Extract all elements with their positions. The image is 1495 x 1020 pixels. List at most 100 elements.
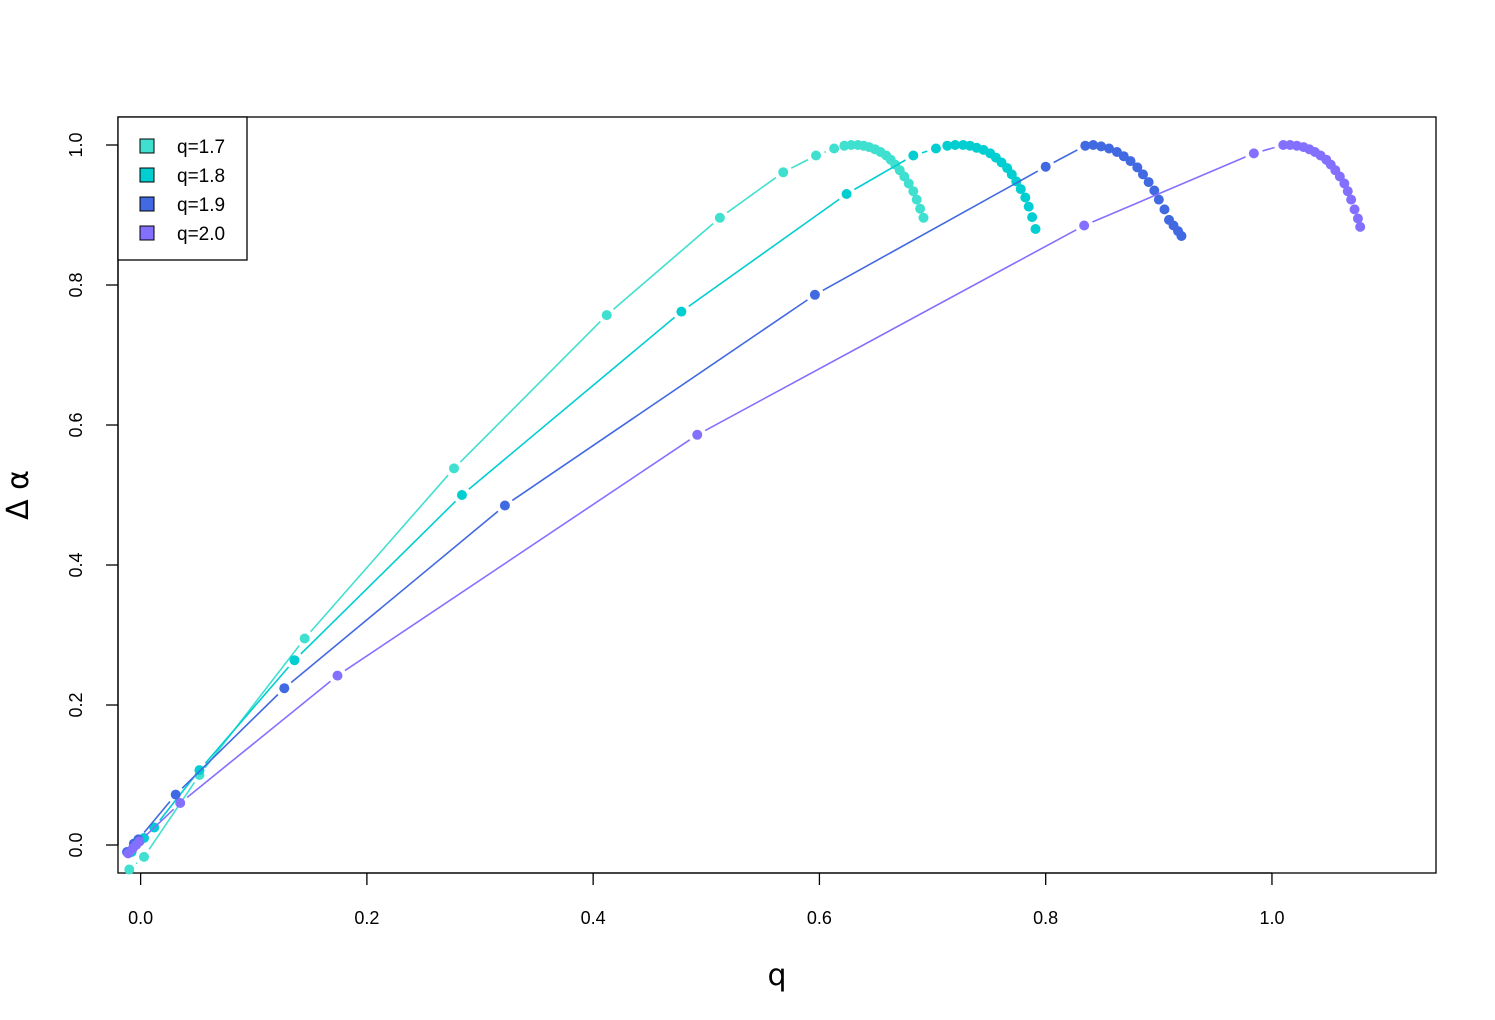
legend-label: q=1.8 bbox=[177, 166, 225, 187]
series-segment bbox=[468, 316, 676, 490]
data-point bbox=[279, 683, 290, 694]
y-tick-label: 0.4 bbox=[66, 552, 86, 577]
data-point bbox=[1030, 224, 1041, 234]
data-point bbox=[449, 463, 460, 474]
y-axis-title: Δ α bbox=[1, 470, 36, 520]
series-segment bbox=[1262, 146, 1275, 152]
data-point bbox=[1088, 140, 1099, 150]
data-point bbox=[903, 178, 914, 189]
series-3 bbox=[123, 140, 1366, 859]
y-tick-label: 0.8 bbox=[66, 272, 86, 297]
x-axis-title: q bbox=[767, 958, 786, 993]
data-point bbox=[1015, 184, 1026, 195]
data-point bbox=[950, 140, 961, 150]
series-segment bbox=[921, 150, 928, 154]
data-point bbox=[1079, 220, 1090, 231]
series-segment bbox=[511, 299, 808, 502]
series-segment bbox=[186, 680, 331, 798]
x-tick-label: 0.0 bbox=[128, 908, 153, 928]
data-point bbox=[601, 310, 612, 321]
data-point bbox=[332, 670, 343, 681]
x-axis: 0.0 0.2 0.4 0.6 0.8 1.0 bbox=[128, 872, 1284, 928]
data-point bbox=[1096, 141, 1107, 152]
data-point bbox=[299, 633, 310, 644]
data-point bbox=[829, 143, 840, 154]
data-point bbox=[1143, 177, 1154, 188]
data-point bbox=[942, 140, 953, 151]
data-point bbox=[1040, 161, 1051, 172]
y-tick-label: 0.0 bbox=[66, 832, 86, 857]
legend-swatch bbox=[139, 225, 155, 241]
legend-swatch bbox=[139, 196, 155, 212]
data-point bbox=[1159, 204, 1170, 215]
series-segment bbox=[310, 474, 449, 633]
data-point bbox=[1352, 213, 1363, 224]
data-point bbox=[1342, 186, 1353, 197]
data-point bbox=[175, 798, 186, 808]
series-segment bbox=[1053, 149, 1078, 164]
data-point bbox=[911, 194, 922, 205]
data-point bbox=[841, 189, 852, 199]
series-segment bbox=[143, 801, 171, 833]
series-segment bbox=[204, 645, 300, 769]
x-tick-label: 0.8 bbox=[1033, 908, 1058, 928]
series-0 bbox=[124, 140, 929, 875]
data-point bbox=[908, 186, 919, 197]
data-point bbox=[1349, 204, 1360, 215]
series-segment bbox=[790, 158, 809, 169]
data-point bbox=[714, 212, 725, 223]
y-tick-label: 0.2 bbox=[66, 692, 86, 717]
series-segment bbox=[344, 439, 691, 672]
data-point bbox=[170, 789, 181, 800]
data-point bbox=[1104, 143, 1115, 154]
series-segment bbox=[459, 320, 601, 463]
series-segment bbox=[148, 782, 196, 850]
x-tick-label: 1.0 bbox=[1259, 908, 1284, 928]
series-segment bbox=[822, 170, 1039, 292]
series-segment bbox=[181, 693, 279, 789]
data-point bbox=[194, 765, 205, 776]
y-tick-label: 0.6 bbox=[66, 412, 86, 437]
legend-swatch bbox=[139, 138, 155, 154]
data-point bbox=[1027, 212, 1038, 223]
data-point bbox=[1020, 192, 1031, 203]
legend-label: q=1.9 bbox=[177, 195, 225, 216]
x-tick-label: 0.2 bbox=[354, 908, 379, 928]
series-segment bbox=[1092, 156, 1246, 223]
data-point bbox=[915, 203, 926, 214]
data-point bbox=[289, 655, 300, 666]
legend-swatch bbox=[139, 167, 155, 183]
data-point bbox=[811, 150, 822, 161]
legend-label: q=1.7 bbox=[177, 137, 225, 158]
series-segment bbox=[613, 223, 714, 310]
series-segment bbox=[290, 510, 499, 684]
data-point bbox=[499, 500, 510, 511]
y-axis: 0.0 0.2 0.4 0.6 0.8 1.0 bbox=[66, 132, 119, 858]
data-point bbox=[930, 143, 941, 154]
data-point bbox=[134, 836, 145, 847]
data-point bbox=[1132, 162, 1143, 173]
data-point bbox=[1137, 169, 1148, 180]
data-point bbox=[1149, 185, 1160, 196]
legend-entries: q=1.7 q=1.8 q=1.9 q=2.0 bbox=[139, 137, 225, 245]
data-point bbox=[908, 150, 919, 161]
legend-label: q=2.0 bbox=[177, 224, 225, 245]
series-segment bbox=[824, 150, 827, 154]
series-segment bbox=[204, 666, 290, 764]
data-point bbox=[1176, 231, 1187, 241]
data-point bbox=[1153, 194, 1164, 205]
data-point bbox=[139, 851, 150, 862]
series-segment bbox=[688, 198, 840, 308]
series-segment bbox=[135, 862, 138, 865]
data-point bbox=[1023, 201, 1034, 212]
series-layer bbox=[122, 140, 1366, 875]
data-point bbox=[778, 167, 789, 178]
data-point bbox=[1080, 140, 1091, 151]
data-point bbox=[456, 490, 467, 500]
data-point bbox=[1346, 194, 1357, 205]
data-point bbox=[1355, 221, 1366, 232]
data-point bbox=[809, 289, 820, 300]
